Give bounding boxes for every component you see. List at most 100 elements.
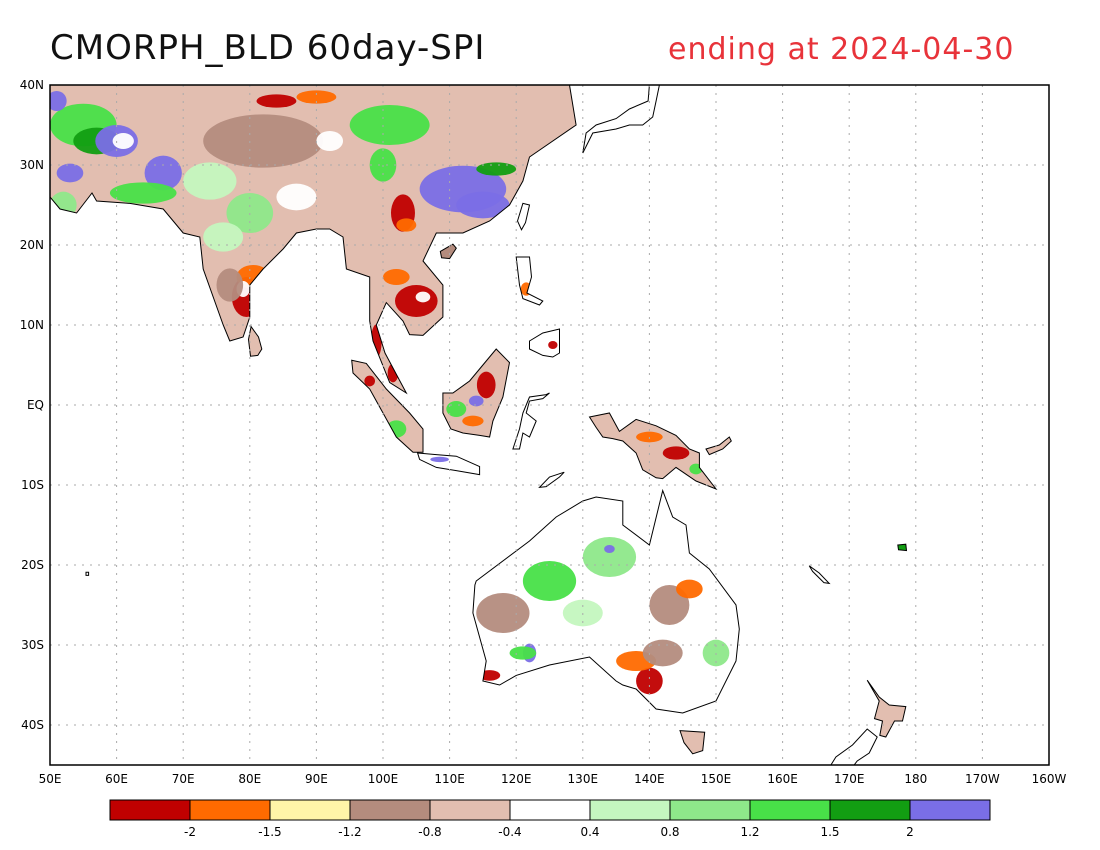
spi-patch: [109, 182, 177, 204]
lat-tick-label: EQ: [27, 398, 44, 412]
map-title: CMORPH_BLD 60day-SPI: [50, 28, 486, 68]
coastline: [515, 256, 544, 306]
legend-tick-label: 1.5: [820, 825, 839, 839]
spi-patch: [276, 183, 317, 211]
legend-swatch: [269, 799, 351, 821]
spi-patch: [203, 222, 244, 252]
lat-tick-label: 40S: [21, 718, 44, 732]
spi-patch: [476, 371, 496, 399]
coastline: [897, 543, 908, 552]
spi-patch: [582, 537, 637, 577]
lon-tick-label: 100E: [368, 772, 399, 786]
region-new-guinea: [589, 413, 716, 489]
coastline: [679, 730, 706, 755]
legend-swatch: [829, 799, 911, 821]
land-layer: [50, 85, 908, 765]
spi-patch: [316, 131, 344, 151]
spi-patch: [676, 579, 703, 599]
coastline: [351, 359, 424, 453]
lon-tick-label: 160W: [1032, 772, 1067, 786]
lon-tick-label: 180: [904, 772, 927, 786]
lon-tick-label: 80E: [238, 772, 261, 786]
region-hainan: [440, 244, 457, 259]
legend-swatch: [589, 799, 671, 821]
lon-tick-label: 140E: [634, 772, 665, 786]
spi-patch: [396, 218, 417, 232]
region-sri-lanka: [248, 326, 262, 357]
coastline: [50, 85, 577, 395]
spi-patch: [216, 268, 244, 302]
legend-swatch: [909, 799, 991, 821]
lon-tick-label: 130E: [568, 772, 599, 786]
spi-patch: [415, 291, 431, 303]
spi-patch: [636, 667, 663, 695]
lon-tick-label: 90E: [305, 772, 328, 786]
coastline: [808, 565, 831, 585]
coastline: [830, 728, 878, 765]
spi-patch: [144, 155, 182, 191]
spi-patch: [509, 646, 537, 660]
lat-tick-label: 30S: [21, 638, 44, 652]
coastline: [516, 202, 531, 231]
spi-patch: [476, 162, 517, 176]
legend-swatch: [349, 799, 431, 821]
spi-patch: [476, 593, 530, 633]
region-taiwan: [517, 203, 530, 230]
spi-patch: [203, 114, 324, 168]
spi-patch: [394, 285, 438, 317]
legend-swatch: [749, 799, 831, 821]
region-sri-lanka-small: [86, 572, 89, 576]
legend-tick-label: -0.4: [498, 825, 521, 839]
region-asia-mainland: [50, 85, 577, 393]
legend-tick-label: 1.2: [740, 825, 759, 839]
coastline: [705, 436, 732, 456]
coastline: [529, 328, 560, 358]
lat-tick-label: 40N: [20, 78, 44, 92]
coastline: [538, 471, 565, 489]
spi-patch: [383, 269, 410, 285]
coastline: [416, 452, 481, 476]
region-fiji: [897, 544, 907, 551]
spi-patch: [256, 94, 297, 108]
spi-patch: [462, 415, 484, 427]
map-date-label: ending at 2024-04-30: [668, 32, 1015, 67]
spi-patch: [56, 163, 84, 183]
coastline: [472, 488, 740, 714]
color-legend: -2 -1.5 -1.2 -0.8 -0.4 0.4 0.8 1.2 1.5 2: [109, 799, 991, 839]
lat-tick-label: 20N: [20, 238, 44, 252]
spi-patch: [604, 545, 615, 553]
axis-labels: 40N 30N 20N 10N EQ 10S 20S 30S 40S 50E 60E 70E 80E 90…: [20, 78, 1067, 786]
spi-patch: [468, 395, 484, 407]
spi-patches: [50, 90, 730, 695]
spi-patch: [430, 456, 449, 463]
spi-patch: [296, 90, 337, 104]
coastline: [866, 679, 907, 738]
coastline: [442, 348, 511, 438]
region-tasmania: [680, 730, 705, 754]
lon-tick-label: 120E: [501, 772, 532, 786]
coastline: [85, 571, 90, 576]
spi-patch: [662, 446, 690, 460]
spi-patch: [522, 561, 577, 601]
spi-patch: [642, 639, 683, 667]
legend-swatch: [669, 799, 751, 821]
lon-tick-label: 110E: [434, 772, 465, 786]
coastline: [512, 392, 550, 450]
legend-swatch: [109, 799, 191, 821]
spi-patch: [364, 375, 376, 387]
region-mindanao: [529, 329, 560, 357]
gridlines: [50, 85, 1049, 765]
lat-tick-label: 20S: [21, 558, 44, 572]
spi-patch: [349, 105, 430, 145]
lon-tick-label: 60E: [105, 772, 128, 786]
legend-swatch: [509, 799, 591, 821]
legend-tick-label: 0.8: [660, 825, 679, 839]
spi-patch: [456, 191, 510, 219]
legend-tick-label: -0.8: [418, 825, 441, 839]
legend-swatch: [429, 799, 511, 821]
legend-tick-label: 0.4: [580, 825, 599, 839]
coastline: [247, 325, 263, 357]
lon-tick-label: 170W: [965, 772, 1000, 786]
spi-patch: [183, 162, 237, 200]
